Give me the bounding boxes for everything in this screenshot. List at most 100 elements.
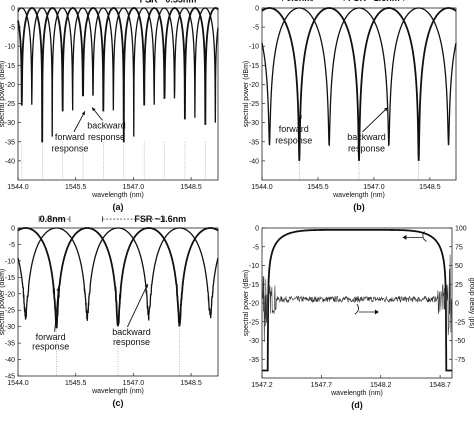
x-tick-label: 1548.5 — [419, 184, 441, 191]
y-tick-label: -30 — [249, 338, 259, 345]
arrow-head — [402, 234, 407, 240]
arrow-head — [81, 111, 85, 116]
x-tick-label: 1548.2 — [370, 382, 392, 389]
y-tick-label: -20 — [5, 291, 15, 298]
y2-tick-label: -50 — [455, 338, 465, 345]
annotation: response — [51, 143, 88, 153]
x-tick-label: 1547.0 — [363, 184, 385, 191]
x-tick-label: 1547.0 — [123, 380, 145, 387]
x-tick-label: 1545.5 — [307, 184, 329, 191]
panel-label: (a) — [113, 202, 124, 212]
x-axis-label: wavelength (nm) — [91, 388, 144, 395]
y2-axis-label: group delay (ps) — [468, 278, 474, 329]
x-tick-label: 1544.0 — [251, 184, 273, 191]
arrow-head — [144, 283, 148, 288]
y-tick-label: -10 — [5, 258, 15, 265]
x-tick-label: 1547.7 — [311, 382, 333, 389]
y-tick-label: -5 — [9, 25, 15, 32]
panel-b: 0 -5 -10 -15 -20 -25 -30 -35 -40 1544.0 1545.5 1547… — [243, 0, 457, 212]
y-tick-label: -25 — [5, 308, 15, 315]
series-forward — [17, 227, 219, 329]
y-tick-label: -10 — [249, 263, 259, 270]
annotation: 0.8nm — [286, 0, 312, 3]
y-tick-label: 0 — [255, 6, 259, 13]
y-tick-label: -30 — [5, 324, 15, 331]
panel-d: 0 -5 -10 -15 -20 -25 -30 -35 1547.2 1547.7 1548.2 1… — [243, 226, 474, 411]
annotation: forward — [279, 124, 309, 134]
y-tick-label: -5 — [253, 244, 259, 251]
x-axis-label: wavelength (nm) — [332, 192, 385, 199]
annotation: backward — [87, 120, 126, 130]
y-axis-label: spectral power (dBm) — [0, 61, 6, 128]
x-tick-label: 1547.0 — [123, 184, 145, 191]
series-group-delay — [261, 254, 453, 344]
y-tick-label: -25 — [249, 101, 259, 108]
arrow-head — [92, 107, 96, 112]
y-tick-label: -15 — [249, 63, 259, 70]
y2-tick-label: 0 — [455, 301, 459, 308]
annotation-arrow — [73, 110, 86, 133]
arrow-head — [384, 107, 388, 112]
arrow-head — [298, 115, 302, 120]
y2-tick-label: -75 — [455, 357, 465, 364]
annotation: backward — [347, 132, 386, 142]
panel-a: 0 -5 -10 -15 -20 -25 -30 -35 -40 1544.0 1545.5 1547… — [0, 0, 219, 212]
y-tick-label: -40 — [5, 357, 15, 364]
y-tick-label: -10 — [5, 44, 15, 51]
annotation: response — [113, 337, 150, 347]
y-tick-label: -45 — [5, 374, 15, 381]
series-backward — [17, 227, 219, 321]
plot-frame — [17, 7, 219, 181]
annotation: response — [88, 132, 125, 142]
y-tick-label: -35 — [5, 341, 15, 348]
annotation: response — [275, 136, 312, 146]
y-tick-label: -20 — [249, 301, 259, 308]
y-tick-label: -5 — [9, 242, 15, 249]
x-tick-label: 1545.5 — [65, 184, 87, 191]
annotation: FSR ~0.53nm — [140, 0, 197, 4]
x-tick-label: 1548.5 — [180, 184, 202, 191]
annotation: backward — [112, 327, 151, 337]
y-tick-label: -25 — [5, 101, 15, 108]
y-tick-label: -20 — [249, 82, 259, 89]
y-tick-label: -15 — [5, 63, 15, 70]
y-tick-label: -35 — [5, 139, 15, 146]
series-forward — [17, 7, 219, 143]
x-tick-label: 1548.7 — [429, 382, 451, 389]
annotation-arrow — [362, 107, 389, 133]
y-tick-label: -30 — [249, 120, 259, 127]
panel-label: (b) — [353, 202, 365, 212]
annotation-arrow — [127, 283, 149, 328]
annotation-arrow — [54, 287, 59, 332]
arrow-head — [374, 309, 379, 315]
y-tick-label: -30 — [5, 120, 15, 127]
plot-frame — [261, 227, 453, 379]
y-tick-label: -15 — [5, 275, 15, 282]
y-tick-label: -40 — [249, 158, 259, 165]
y-tick-label: 0 — [11, 6, 15, 13]
y-tick-label: -20 — [5, 82, 15, 89]
series-spectral-power — [262, 228, 452, 372]
y-tick-label: -5 — [253, 25, 259, 32]
y-tick-label: -10 — [249, 44, 259, 51]
annotation: response — [32, 342, 69, 352]
y-tick-label: 0 — [11, 226, 15, 233]
annotation: forward — [55, 132, 85, 142]
y-tick-label: -15 — [249, 282, 259, 289]
x-axis-label: wavelength (nm) — [91, 192, 144, 199]
y-tick-label: -40 — [5, 158, 15, 165]
annotation: FSR ~1.6nm — [348, 0, 400, 3]
x-axis-label: wavelength (nm) — [330, 390, 383, 397]
panel-label: (d) — [351, 400, 363, 410]
y-tick-label: -35 — [249, 139, 259, 146]
y2-tick-label: 75 — [455, 244, 463, 251]
x-tick-label: 1548.5 — [180, 380, 202, 387]
y-axis-label: spectral power (dBm) — [0, 269, 6, 336]
indicator-squiggle — [422, 231, 427, 242]
x-tick-label: 1544.0 — [7, 184, 29, 191]
x-tick-label: 1544.0 — [7, 380, 29, 387]
y-tick-label: -25 — [249, 319, 259, 326]
y-axis-label: spectral power (dBm) — [243, 270, 250, 337]
